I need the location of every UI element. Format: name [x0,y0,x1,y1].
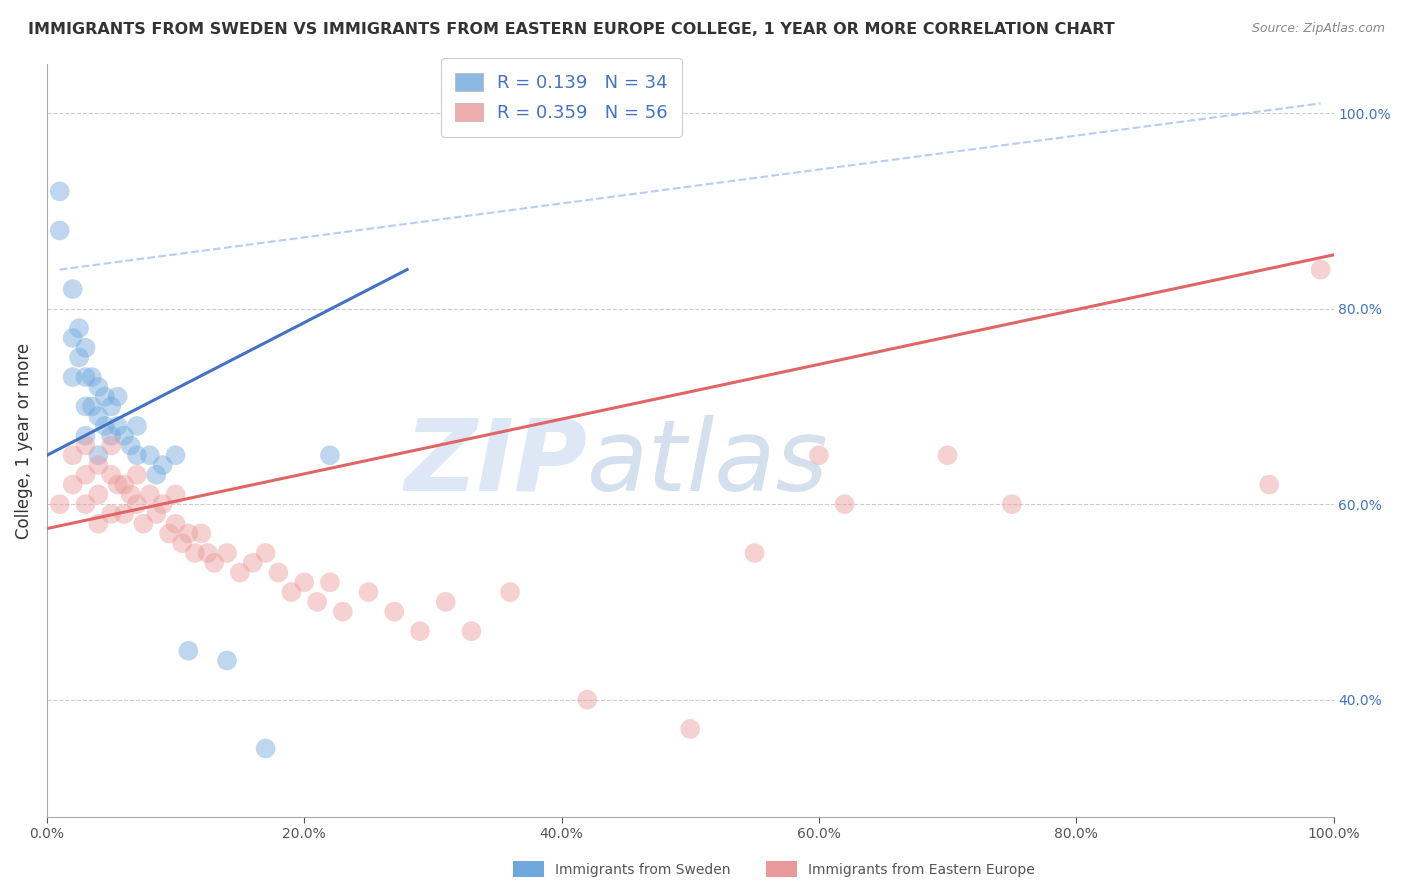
Point [197,546,219,560]
Point [112,477,135,491]
Point [75,370,97,384]
Point [125,467,148,482]
Point [62,331,84,345]
Point [460,624,482,639]
Point [215,653,238,667]
Point [107,390,129,404]
Point [170,536,193,550]
Point [94,390,117,404]
Point [62,370,84,384]
Point [62,282,84,296]
Point [357,585,380,599]
Point [75,400,97,414]
Point [152,458,174,472]
Point [165,516,187,531]
Point [75,467,97,482]
Point [177,644,200,658]
Point [100,467,122,482]
Point [1258,477,1281,491]
Point [307,595,329,609]
Point [744,546,766,560]
Point [112,428,135,442]
Point [80,400,103,414]
Text: IMMIGRANTS FROM SWEDEN VS IMMIGRANTS FROM EASTERN EUROPE COLLEGE, 1 YEAR OR MORE: IMMIGRANTS FROM SWEDEN VS IMMIGRANTS FRO… [28,22,1115,37]
Point [936,448,959,462]
Point [576,692,599,706]
Text: Immigrants from Eastern Europe: Immigrants from Eastern Europe [808,863,1035,877]
Point [75,497,97,511]
Text: Immigrants from Sweden: Immigrants from Sweden [555,863,731,877]
Text: ZIP: ZIP [405,415,588,512]
Point [120,438,142,452]
Point [107,419,129,434]
Point [229,566,252,580]
Point [75,341,97,355]
Point [100,428,122,442]
Point [139,487,162,501]
Point [409,624,432,639]
Point [184,546,207,560]
Point [165,487,187,501]
Point [100,438,122,452]
Point [100,507,122,521]
Point [254,546,277,560]
Point [292,575,315,590]
Point [807,448,830,462]
Point [319,575,342,590]
Point [125,448,148,462]
Point [62,477,84,491]
Point [80,370,103,384]
Point [177,526,200,541]
Point [382,605,405,619]
Point [112,507,135,521]
Point [87,380,110,394]
Point [67,321,90,335]
Point [1309,262,1331,277]
Text: Source: ZipAtlas.com: Source: ZipAtlas.com [1251,22,1385,36]
Point [215,546,238,560]
Point [434,595,457,609]
Point [190,526,212,541]
Point [679,722,702,736]
Point [75,438,97,452]
Point [100,400,122,414]
Point [139,448,162,462]
Point [120,487,142,501]
Point [165,448,187,462]
Point [254,741,277,756]
Point [125,419,148,434]
Point [267,566,290,580]
Point [145,507,167,521]
Point [157,526,180,541]
Y-axis label: College, 1 year or more: College, 1 year or more [15,343,32,539]
Point [67,351,90,365]
Legend: R = 0.139   N = 34, R = 0.359   N = 56: R = 0.139 N = 34, R = 0.359 N = 56 [441,58,682,136]
Point [332,605,354,619]
Point [152,497,174,511]
Point [87,516,110,531]
Point [107,477,129,491]
Point [125,497,148,511]
Point [87,487,110,501]
Point [280,585,302,599]
Point [87,448,110,462]
Point [202,556,225,570]
Point [499,585,522,599]
Point [834,497,856,511]
Point [62,448,84,462]
Point [49,223,72,237]
Point [49,497,72,511]
Point [75,428,97,442]
Point [132,516,155,531]
Point [94,419,117,434]
Point [49,185,72,199]
Point [319,448,342,462]
Point [87,458,110,472]
Text: atlas: atlas [588,415,830,512]
Point [1001,497,1024,511]
Point [87,409,110,424]
Point [145,467,167,482]
Point [242,556,264,570]
